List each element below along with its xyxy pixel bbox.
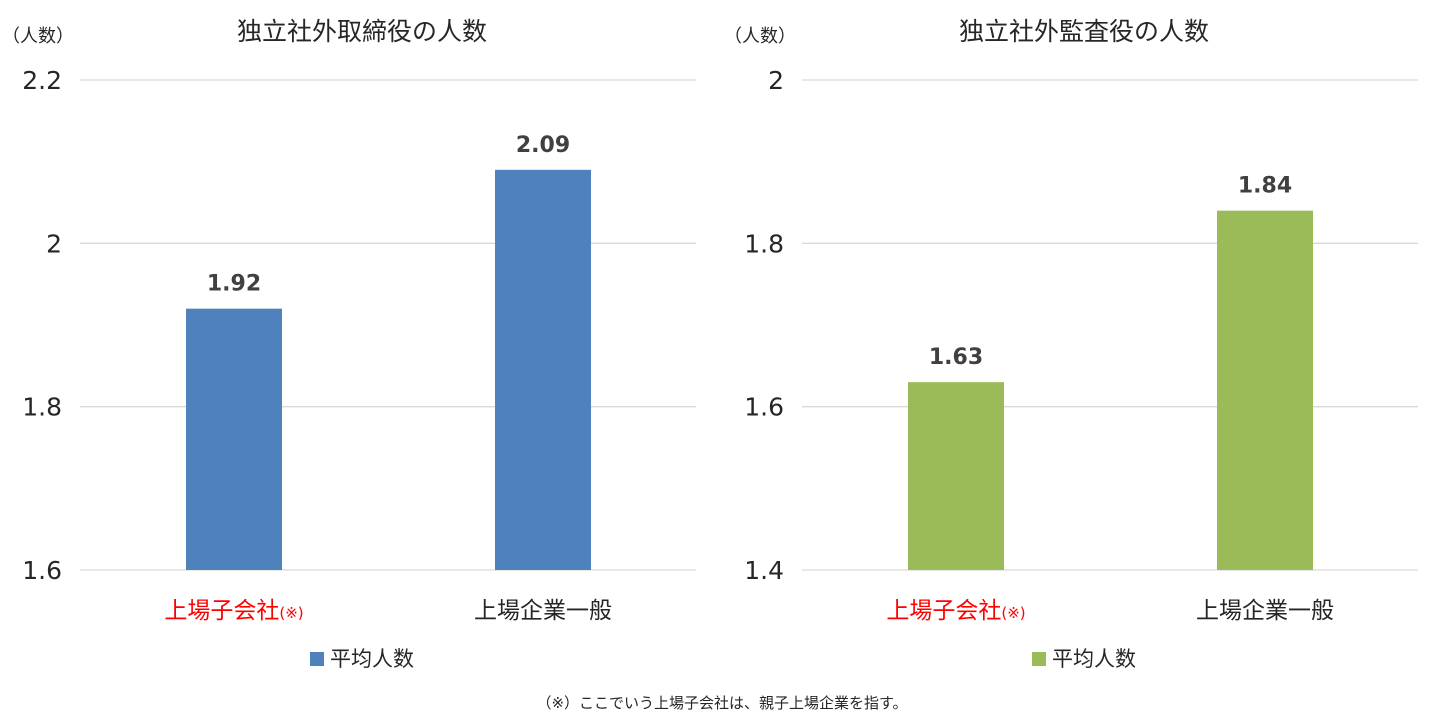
y-tick-label: 2 [46, 229, 62, 258]
chart-title: 独立社外監査役の人数 [959, 17, 1209, 46]
category-note: (※) [279, 604, 303, 622]
bar-1 [1217, 210, 1313, 570]
chart-independent-outside-directors: （人数） 独立社外取締役の人数 1.6 1.8 2 2.2 1.92 2.09 上場子会社(※)… [0, 0, 722, 690]
category-label: 上場子会社(※) [886, 598, 1025, 624]
footnote: （※）ここでいう上場子会社は、親子上場企業を指す。 [536, 694, 908, 712]
data-label: 2.09 [516, 133, 570, 158]
chart-title: 独立社外取締役の人数 [237, 17, 487, 46]
chart-right-svg: （人数） 独立社外監査役の人数 1.4 1.6 1.8 2 1.63 1.84 上場子会社(※)… [724, 17, 1418, 671]
legend-swatch [310, 652, 324, 666]
y-tick-label: 1.6 [744, 393, 784, 422]
legend-label: 平均人数 [330, 647, 414, 671]
legend-swatch [1032, 652, 1046, 666]
bar-0 [908, 382, 1004, 570]
data-label: 1.92 [207, 272, 261, 297]
data-label: 1.84 [1238, 174, 1292, 199]
bar-0 [186, 308, 282, 570]
y-tick-label: 1.8 [22, 393, 62, 422]
category-name: 上場企業一般 [1196, 598, 1334, 624]
category-label: 上場企業一般 [474, 598, 612, 624]
unit-label: （人数） [2, 26, 74, 47]
bar-1 [495, 169, 591, 571]
category-note: (※) [1001, 604, 1025, 622]
legend-label: 平均人数 [1052, 647, 1136, 671]
unit-label: （人数） [724, 26, 796, 47]
category-name: 上場子会社 [886, 598, 1001, 624]
chart-independent-outside-auditors: （人数） 独立社外監査役の人数 1.4 1.6 1.8 2 1.63 1.84 上場子会社(※)… [722, 0, 1444, 690]
y-tick-label: 2 [768, 66, 784, 95]
category-name: 上場子会社 [164, 598, 279, 624]
y-tick-label: 1.8 [744, 229, 784, 258]
category-label: 上場子会社(※) [164, 598, 303, 624]
y-tick-label: 1.4 [744, 556, 784, 585]
chart-left-svg: （人数） 独立社外取締役の人数 1.6 1.8 2 2.2 1.92 2.09 上場子会社(※)… [2, 17, 696, 671]
y-tick-label: 1.6 [22, 556, 62, 585]
y-tick-label: 2.2 [22, 66, 62, 95]
category-name: 上場企業一般 [474, 598, 612, 624]
category-label: 上場企業一般 [1196, 598, 1334, 624]
data-label: 1.63 [929, 345, 983, 370]
